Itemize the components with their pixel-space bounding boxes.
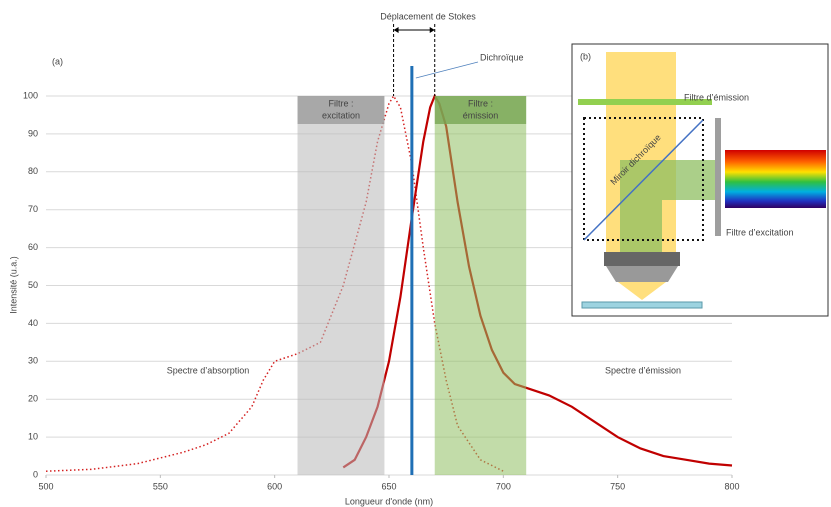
y-axis-label: Intensité (u.a.) (8, 256, 18, 314)
inset: Miroir dichroïque (b) Filtre d’émission … (571, 43, 829, 317)
filter-label: Filtre : (468, 98, 493, 108)
inset-label: (b) (580, 51, 591, 61)
y-tick-label: 30 (28, 356, 38, 366)
spectrum (725, 150, 826, 208)
y-tick-label: 0 (33, 469, 38, 479)
y-tick-label: 40 (28, 318, 38, 328)
focus-cone (618, 282, 666, 300)
x-tick-label: 650 (381, 481, 396, 491)
filter-cube (583, 117, 704, 241)
emission-beam (620, 160, 718, 200)
filter-label: Filtre : (328, 98, 353, 108)
filter-header (297, 96, 385, 124)
x-tick-label: 600 (267, 481, 282, 491)
y-tick-label: 80 (28, 166, 38, 176)
x-tick-label: 500 (38, 481, 53, 491)
filter-band (297, 124, 385, 475)
series-label: Spectre d’absorption (167, 365, 250, 375)
mirror (583, 119, 704, 241)
slide (581, 301, 703, 309)
y-tick-label: 60 (28, 242, 38, 252)
panel-label: (a) (52, 56, 63, 66)
dichroic-label: Dichroïque (480, 52, 524, 62)
filter-label: excitation (322, 110, 360, 120)
x-tick-label: 550 (153, 481, 168, 491)
arrowhead (393, 27, 435, 33)
y-tick-label: 90 (28, 128, 38, 138)
filter-header (434, 96, 527, 124)
objective (604, 252, 680, 266)
stokes-label: Déplacement de Stokes (380, 11, 476, 21)
objective (606, 266, 678, 282)
x-tick-label: 750 (610, 481, 625, 491)
plot: 0 10 20 30 40 50 60 70 80 90 100 500 550 600 650 700 750… (23, 24, 740, 491)
y-tick-label: 50 (28, 280, 38, 290)
x-axis-label: Longueur d'onde (nm) (345, 496, 433, 506)
emission-beam (620, 200, 662, 255)
emission-filter (578, 99, 712, 105)
x-tick-label: 700 (496, 481, 511, 491)
x-tick-label: 800 (724, 481, 739, 491)
emission-filter-label: Filtre d’émission (684, 92, 749, 102)
y-tick-label: 100 (23, 90, 38, 100)
dichroic-pointer (415, 61, 479, 79)
y-tick-label: 10 (28, 431, 38, 441)
series-label: Spectre d’émission (605, 365, 681, 375)
excitation-filter-label: Filtre d’excitation (726, 227, 794, 237)
y-tick-label: 70 (28, 204, 38, 214)
filter-band (434, 124, 527, 475)
filter-label: émission (463, 110, 499, 120)
y-tick-label: 20 (28, 394, 38, 404)
excitation-filter (715, 118, 721, 236)
